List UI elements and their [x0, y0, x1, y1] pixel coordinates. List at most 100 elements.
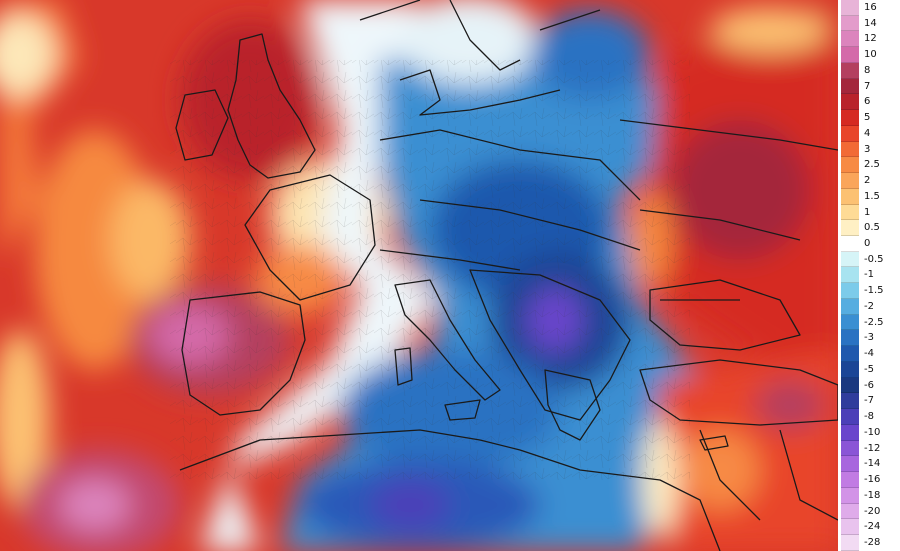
coastline-north-africa: [179, 429, 721, 551]
legend-label-column: 16 14 12 10 8 7 6 5 4 3 2.5 2 1.5 1 0.5 0 -0.5 -1 -1.5 -2 -2…: [864, 0, 900, 551]
coastline-france: [244, 174, 376, 301]
atlantic-pale-south: [0, 330, 50, 510]
legend-swatch: [841, 157, 859, 174]
legend-swatch: [841, 47, 859, 63]
coastline-balkans: [469, 269, 631, 421]
legend-swatch: [841, 267, 859, 284]
legend-label: -16: [864, 474, 881, 486]
legend-label: -24: [864, 521, 881, 533]
legend-swatch: [841, 377, 859, 394]
legend-label: -0.5: [864, 253, 884, 265]
legend-swatch: [841, 0, 859, 16]
africa-core: [60, 480, 130, 530]
legend-swatch: [841, 409, 859, 425]
coastline-sicily: [444, 399, 481, 421]
coastline-turkey: [639, 359, 838, 426]
atlantic-pale-patch: [0, 13, 56, 97]
legend-swatch: [841, 110, 859, 126]
legend-swatch: [841, 141, 859, 158]
legend-label: -12: [864, 442, 881, 454]
border-central-europe: [379, 129, 641, 271]
admin-boundaries: [170, 60, 690, 480]
legend-swatch: [841, 298, 859, 315]
legend-swatch: [841, 424, 859, 441]
legend-label: -28: [864, 536, 881, 548]
map-canvas: [0, 0, 838, 551]
legend-label: -2.5: [864, 316, 884, 328]
coastline-denmark-baltic: [399, 69, 561, 116]
legend-swatch-column: [841, 0, 859, 551]
legend-swatch: [841, 314, 859, 331]
legend-label: 5: [864, 112, 871, 124]
legend-label: -8: [864, 411, 874, 423]
legend-label: -20: [864, 505, 881, 517]
legend-label: 7: [864, 80, 871, 92]
coastline-ireland: [175, 89, 229, 161]
legend-swatch: [841, 503, 859, 520]
legend-label: 2.5: [864, 159, 880, 171]
legend-label: -14: [864, 458, 881, 470]
legend-swatch: [841, 173, 859, 189]
africa-purple: [370, 480, 450, 530]
legend-swatch: [841, 519, 859, 535]
legend-swatch: [841, 125, 859, 142]
legend-swatch: [841, 188, 859, 205]
legend-swatch: [841, 31, 859, 48]
legend-label: -18: [864, 489, 881, 501]
legend-label: 12: [864, 33, 877, 45]
legend-label: 3: [864, 143, 871, 155]
legend-label: 6: [864, 96, 871, 108]
legend-label: 1: [864, 206, 871, 218]
legend-label: 0.5: [864, 222, 880, 234]
legend-label: 2: [864, 175, 871, 187]
temperature-anomaly-map: [0, 0, 838, 551]
legend-label: -10: [864, 426, 881, 438]
legend-swatch: [841, 456, 859, 473]
legend-swatch: [841, 487, 859, 504]
legend-label: 14: [864, 17, 877, 29]
legend-label: -7: [864, 395, 874, 407]
legend-swatch: [841, 472, 859, 488]
legend-swatch: [841, 534, 859, 551]
legend-swatch: [841, 94, 859, 111]
east-pale-north: [710, 8, 830, 52]
legend-swatch: [841, 78, 859, 95]
legend-label: 4: [864, 127, 871, 139]
color-scale-legend: 16 14 12 10 8 7 6 5 4 3 2.5 2 1.5 1 0.5 0 -0.5 -1 -1.5 -2 -2…: [838, 0, 900, 551]
legend-swatch: [841, 220, 859, 237]
legend-label: -6: [864, 379, 874, 391]
legend-label: -3: [864, 332, 874, 344]
legend-label: -2: [864, 300, 874, 312]
legend-swatch: [841, 440, 859, 457]
legend-label: -1.5: [864, 285, 884, 297]
coastline-cyprus: [699, 435, 729, 451]
legend-swatch: [841, 361, 859, 378]
legend-swatch: [841, 236, 859, 252]
coastline-greece: [544, 369, 601, 441]
border-eastern-europe: [619, 119, 838, 301]
coastline-iberia: [181, 291, 306, 416]
legend-swatch: [841, 346, 859, 362]
legend-swatch: [841, 283, 859, 299]
legend-label: -5: [864, 363, 874, 375]
coastline-italy: [394, 279, 501, 401]
border-middle-east: [699, 429, 838, 521]
middle-east-pink: [755, 380, 825, 430]
atlantic-orange-band: [35, 130, 155, 370]
legend-label: -1: [864, 269, 874, 281]
legend-label: 16: [864, 2, 877, 13]
legend-swatch: [841, 251, 859, 268]
middle-east-orange: [680, 430, 760, 510]
legend-label: -4: [864, 348, 874, 360]
coastline-sardinia: [394, 347, 413, 386]
legend-label: 10: [864, 49, 877, 61]
coastline-great-britain: [227, 33, 316, 179]
legend-swatch: [841, 330, 859, 347]
legend-label: 0: [864, 238, 871, 250]
east-dark-core: [670, 120, 810, 260]
coastline-scandinavia: [359, 0, 601, 71]
legend-swatch: [841, 393, 859, 410]
legend-label: 1.5: [864, 190, 880, 202]
legend-swatch: [841, 15, 859, 32]
legend-label: 8: [864, 64, 871, 76]
